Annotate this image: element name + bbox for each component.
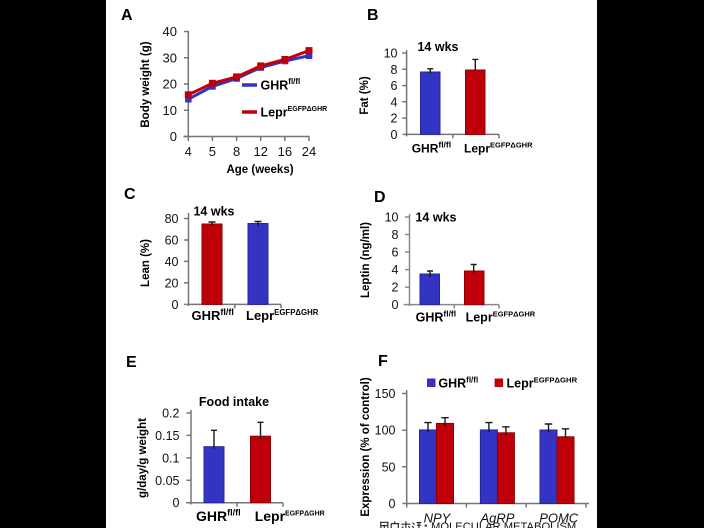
svg-text:0.05: 0.05 <box>155 474 179 488</box>
svg-text:NPY: NPY <box>424 511 452 526</box>
svg-text:10: 10 <box>163 103 177 118</box>
svg-text:0: 0 <box>389 497 396 511</box>
svg-text:4: 4 <box>185 144 192 159</box>
svg-text:10: 10 <box>385 211 399 225</box>
svg-text:AgRP: AgRP <box>480 511 515 526</box>
svg-text:0: 0 <box>391 128 398 142</box>
svg-text:2: 2 <box>392 281 399 295</box>
svg-text:B: B <box>367 7 379 24</box>
svg-text:Expression (% of control): Expression (% of control) <box>360 377 372 516</box>
svg-text:80: 80 <box>165 212 179 226</box>
svg-text:12: 12 <box>253 144 267 159</box>
svg-text:14 wks: 14 wks <box>417 40 458 54</box>
svg-text:D: D <box>374 189 386 206</box>
svg-text:A: A <box>121 7 133 24</box>
svg-text:POMC: POMC <box>539 511 579 526</box>
svg-text:Leptin (ng/ml): Leptin (ng/ml) <box>360 222 372 298</box>
svg-text:MOLECULAR METABOLISM: MOLECULAR METABOLISM <box>431 521 576 528</box>
svg-text:Lean (%): Lean (%) <box>140 239 152 287</box>
svg-text:0.2: 0.2 <box>162 407 179 421</box>
svg-text:8: 8 <box>391 63 398 77</box>
svg-text:Fat (%): Fat (%) <box>359 76 371 115</box>
svg-text:2: 2 <box>391 112 398 126</box>
svg-text:100: 100 <box>375 424 396 438</box>
svg-text:30: 30 <box>163 50 177 65</box>
svg-text:20: 20 <box>165 276 179 290</box>
svg-text:E: E <box>126 354 137 371</box>
svg-text:5: 5 <box>209 144 216 159</box>
svg-text:0: 0 <box>173 496 180 510</box>
svg-text:F: F <box>378 353 388 370</box>
svg-text:14 wks: 14 wks <box>193 205 234 219</box>
svg-text:Body weight (g): Body weight (g) <box>140 41 152 127</box>
svg-text:0: 0 <box>392 298 399 312</box>
svg-text:0.15: 0.15 <box>155 429 179 443</box>
svg-text:Age (weeks): Age (weeks) <box>226 164 293 176</box>
svg-text:40: 40 <box>163 24 177 39</box>
svg-text:0: 0 <box>172 298 179 312</box>
svg-text:C: C <box>124 186 136 203</box>
svg-text:10: 10 <box>384 47 398 61</box>
svg-text:g/day/g weight: g/day/g weight <box>137 418 149 498</box>
svg-text:8: 8 <box>233 144 240 159</box>
svg-text:60: 60 <box>165 234 179 248</box>
svg-text:0: 0 <box>170 129 177 144</box>
svg-text:8: 8 <box>392 228 399 242</box>
svg-text:0.1: 0.1 <box>162 451 179 465</box>
svg-text:150: 150 <box>375 387 396 401</box>
svg-text:4: 4 <box>392 263 399 277</box>
svg-text:24: 24 <box>302 144 316 159</box>
svg-text:6: 6 <box>392 246 399 260</box>
svg-text:4: 4 <box>391 95 398 109</box>
svg-text:50: 50 <box>382 460 396 474</box>
svg-text:6: 6 <box>391 79 398 93</box>
svg-text:14 wks: 14 wks <box>415 211 456 225</box>
svg-text:40: 40 <box>165 255 179 269</box>
svg-text:20: 20 <box>163 77 177 92</box>
svg-text:Food intake: Food intake <box>199 395 269 409</box>
svg-text:16: 16 <box>278 144 292 159</box>
